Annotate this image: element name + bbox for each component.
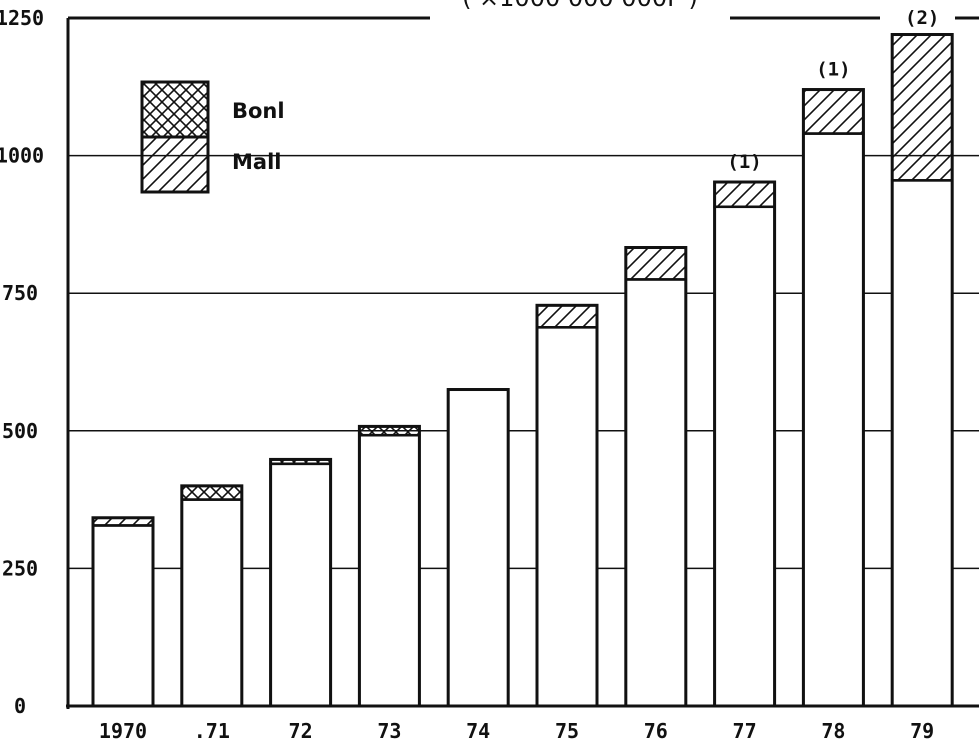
legend-swatch-mall	[140, 135, 210, 194]
x-tick-label: 75	[555, 719, 579, 743]
x-tick-label: 73	[377, 719, 401, 743]
bar-segment-mall	[624, 246, 688, 281]
bars	[91, 33, 954, 708]
bar-base	[890, 179, 954, 708]
bar-base	[802, 132, 865, 708]
x-tick-label: .71	[194, 719, 230, 743]
y-axis-ticks: 0 250 500 750 1000 1250	[0, 6, 44, 718]
bar-base	[269, 462, 332, 708]
bar-segment-mall	[802, 88, 865, 135]
x-tick-label: 78	[821, 719, 845, 743]
x-tick-label: 74	[466, 719, 490, 743]
legend-label-bonl: Bonl	[232, 99, 285, 123]
axes	[66, 16, 979, 709]
bar-base	[180, 498, 244, 708]
bar-base	[358, 433, 421, 708]
y-tick-label: 500	[2, 419, 38, 443]
bar-base	[624, 278, 688, 708]
x-tick-label: 77	[733, 719, 757, 743]
bar-segment-bonl	[180, 484, 244, 501]
bar-annotations: (1) (1) (2)	[727, 7, 939, 173]
y-tick-label: 1000	[0, 144, 44, 168]
x-tick-label: 79	[910, 719, 934, 743]
x-tick-label: 76	[644, 719, 668, 743]
y-tick-label: 1250	[0, 6, 44, 30]
bar-segment-mall	[535, 304, 599, 329]
x-axis-ticks: 1970 .71 72 73 74 75 76 77 78 79	[99, 719, 934, 743]
bar-annotation: (1)	[727, 151, 761, 173]
bar-segment-mall	[890, 33, 954, 182]
bar-base	[446, 388, 510, 708]
bar-annotation: (2)	[905, 7, 939, 29]
x-tick-label: 72	[289, 719, 313, 743]
y-tick-label: 750	[2, 281, 38, 305]
bar-annotation: (1)	[816, 59, 850, 81]
bar-segment-mall	[713, 180, 776, 209]
bar-base	[535, 326, 599, 708]
legend-label-mall: Mall	[232, 150, 281, 174]
y-tick-label: 0	[14, 694, 26, 718]
bar-base	[91, 524, 155, 708]
y-tick-label: 250	[2, 556, 38, 580]
x-tick-label: 1970	[99, 719, 147, 743]
chart-title: ( ×1000 000 000F )	[462, 0, 698, 12]
legend-swatch-bonl	[140, 80, 210, 139]
legend: Bonl Mall	[140, 80, 285, 194]
bar-base	[713, 205, 776, 708]
